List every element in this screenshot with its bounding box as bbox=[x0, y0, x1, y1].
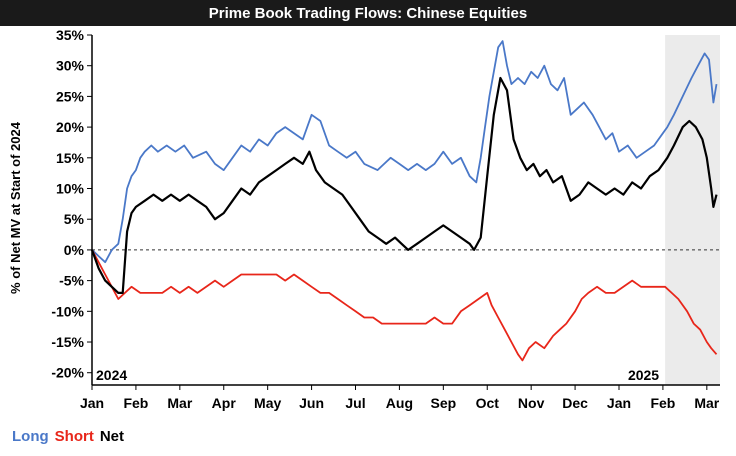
shaded-region-layer bbox=[665, 35, 720, 385]
series-line-short bbox=[91, 249, 718, 362]
x-tick-label: Feb bbox=[650, 395, 675, 411]
x-tick-label: Sep bbox=[430, 395, 456, 411]
y-tick-label: 10% bbox=[56, 181, 85, 197]
x-tick-label: Oct bbox=[476, 395, 500, 411]
x-tick-label: Mar bbox=[694, 395, 719, 411]
x-tick-label: Dec bbox=[562, 395, 588, 411]
x-tick-label: Jun bbox=[299, 395, 324, 411]
x-tick-label: Apr bbox=[212, 395, 237, 411]
legend-entry-net: Net bbox=[99, 428, 124, 445]
x-tick-label: Feb bbox=[123, 395, 148, 411]
year-labels: 2024 2025 bbox=[96, 367, 659, 383]
x-tick-label: Jan bbox=[607, 395, 631, 411]
y-tick-label: 20% bbox=[56, 119, 85, 135]
y-axis-label: % of Net MV at Start of 2024 bbox=[8, 121, 23, 294]
legend-entry-short: Short bbox=[54, 428, 94, 445]
y-tick-label: -5% bbox=[59, 273, 84, 289]
chart-title: Prime Book Trading Flows: Chinese Equiti… bbox=[0, 0, 736, 26]
x-axis-ticks: Jan Feb Mar Apr May Jun Jul Aug Sep Oct Nov Dec Jan F… bbox=[80, 385, 720, 411]
x-tick-label: Jul bbox=[345, 395, 365, 411]
axes-layer bbox=[91, 35, 720, 386]
y-tick-label: 15% bbox=[56, 150, 85, 166]
y-tick-label: -15% bbox=[51, 334, 84, 350]
line-chart: -20% -15% -10% -5% 0% 5% 10% 15% 20% 25% 30% 35% Ja… bbox=[8, 27, 720, 411]
x-tick-label: Nov bbox=[518, 395, 545, 411]
y-tick-label: 35% bbox=[56, 27, 85, 43]
legend: Long Short Net bbox=[12, 428, 124, 445]
series-layer bbox=[90, 40, 718, 362]
y-tick-label: 30% bbox=[56, 58, 85, 74]
y-tick-label: -20% bbox=[51, 365, 84, 381]
y-tick-label: -10% bbox=[51, 303, 84, 319]
year-label-2025: 2025 bbox=[628, 367, 659, 383]
y-axis-ticks: -20% -15% -10% -5% 0% 5% 10% 15% 20% 25% 30% 35% bbox=[51, 27, 92, 381]
x-tick-label: May bbox=[254, 395, 281, 411]
x-tick-label: Jan bbox=[80, 395, 104, 411]
y-tick-label: 5% bbox=[64, 211, 85, 227]
shaded-region bbox=[665, 35, 720, 385]
y-tick-label: 25% bbox=[56, 88, 85, 104]
series-line-net bbox=[90, 76, 718, 294]
series-line-long bbox=[91, 40, 718, 264]
y-tick-label: 0% bbox=[64, 242, 85, 258]
x-tick-label: Aug bbox=[386, 395, 413, 411]
legend-entry-long: Long bbox=[12, 428, 49, 445]
x-tick-label: Mar bbox=[167, 395, 192, 411]
year-label-2024: 2024 bbox=[96, 367, 127, 383]
